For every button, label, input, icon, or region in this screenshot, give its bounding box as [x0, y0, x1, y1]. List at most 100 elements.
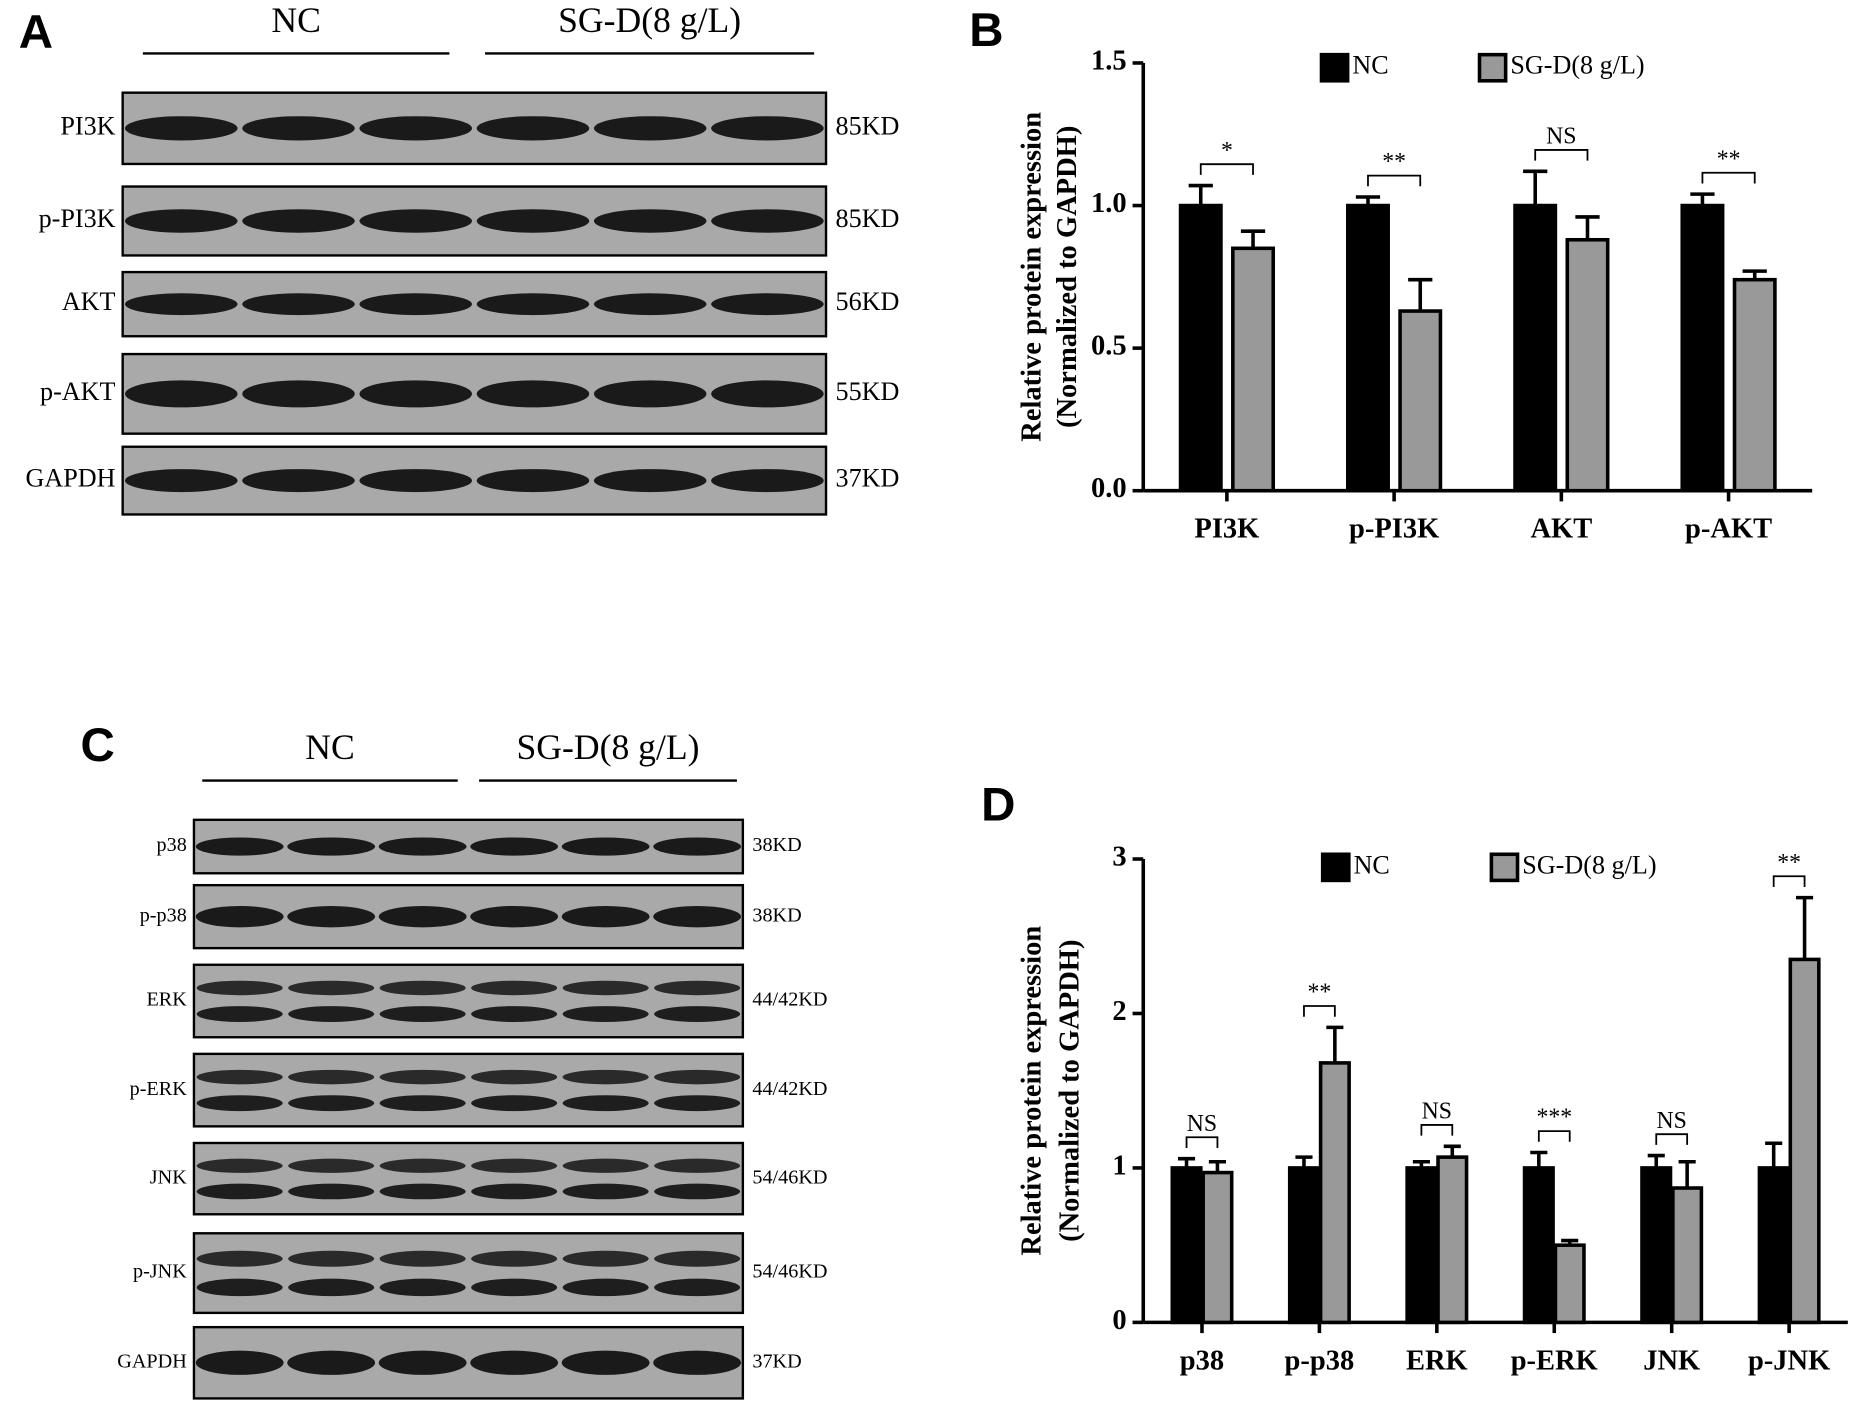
blot-band	[242, 469, 355, 493]
blot-strip	[192, 818, 745, 875]
blot-band	[654, 1095, 741, 1112]
blot-band	[471, 1006, 558, 1023]
blot-size: 37KD	[836, 464, 900, 493]
blot-band	[562, 1158, 649, 1173]
blot-label: p38	[157, 834, 187, 856]
blot-band	[359, 116, 473, 141]
legend-swatch	[1319, 52, 1350, 83]
blot-band	[125, 209, 238, 233]
blot-label: p-p38	[140, 904, 187, 926]
blot-strip	[121, 445, 828, 516]
blot-band	[711, 209, 824, 233]
blot-band	[379, 1095, 466, 1112]
blot-size: 54/46KD	[752, 1261, 827, 1283]
blot-band	[653, 1350, 742, 1375]
panel-letter: C	[81, 719, 115, 772]
blot-band	[379, 1250, 466, 1267]
blot-strip	[192, 883, 745, 950]
blot-band	[288, 1069, 375, 1085]
significance-bracket	[1534, 149, 1589, 161]
significance-label: NS	[1422, 1098, 1452, 1124]
blot-strip	[192, 1232, 745, 1315]
y-tick-label: 0	[1112, 1305, 1126, 1336]
x-tick-label: p38	[1180, 1345, 1224, 1376]
blot-band	[562, 1250, 649, 1267]
blot-band	[379, 1183, 466, 1200]
blot-band	[288, 1278, 375, 1297]
blot-band	[125, 116, 238, 141]
blot-label: AKT	[62, 287, 116, 316]
blot-band	[471, 1250, 558, 1267]
blot-band	[653, 905, 742, 928]
bar	[1671, 1186, 1704, 1325]
blot-strip	[192, 963, 745, 1039]
blot-strip	[121, 91, 828, 166]
blot-band	[125, 380, 238, 408]
blot-band	[476, 469, 590, 493]
significance-label: NS	[1657, 1108, 1687, 1134]
blot-band	[359, 209, 473, 233]
blot-band	[561, 837, 650, 856]
blot-band	[359, 380, 473, 408]
blot-band	[288, 1158, 375, 1173]
blot-strip	[192, 1141, 745, 1216]
bar	[1640, 1166, 1673, 1325]
blot-strip	[121, 270, 828, 338]
blot-size: 85KD	[836, 204, 900, 233]
blot-band	[711, 293, 824, 316]
blot-band	[476, 209, 590, 233]
blot-band	[653, 837, 742, 856]
blot-label: GAPDH	[26, 464, 116, 493]
blot-band	[125, 469, 238, 493]
blot-band	[125, 293, 238, 316]
bar	[1513, 203, 1558, 493]
blot-band	[242, 293, 355, 316]
significance-bracket	[1185, 1136, 1219, 1148]
y-axis-label: (Normalized to GAPDH)	[1055, 940, 1086, 1242]
significance-label: **	[1308, 980, 1332, 1006]
blot-band	[242, 116, 355, 141]
blot-band	[196, 1250, 283, 1267]
blot-band	[288, 1183, 375, 1200]
blot-band	[711, 380, 824, 408]
y-tick-label: 1.0	[1091, 188, 1127, 219]
panel-letter: D	[981, 778, 1015, 831]
blot-band	[562, 1278, 649, 1297]
blot-band	[562, 1006, 649, 1023]
blot-band	[654, 1006, 741, 1023]
legend-label: SG-D(8 g/L)	[1510, 51, 1644, 80]
blot-band	[195, 905, 284, 928]
blot-band	[196, 1095, 283, 1112]
panel-letter: A	[19, 6, 53, 59]
blot-band	[476, 293, 590, 316]
legend-label: SG-D(8 g/L)	[1522, 850, 1656, 879]
blot-band	[196, 980, 283, 996]
bar	[1231, 246, 1276, 493]
bar	[1522, 1166, 1555, 1325]
significance-bracket	[1420, 1124, 1454, 1136]
bar	[1178, 203, 1223, 493]
blot-band	[476, 380, 590, 408]
group-label: SG-D(8 g/L)	[516, 727, 699, 767]
x-tick-label: p-p38	[1285, 1345, 1355, 1376]
blot-size: 54/46KD	[752, 1166, 827, 1188]
legend-swatch	[1477, 52, 1508, 83]
y-axis-label: Relative protein expression	[1017, 926, 1048, 1256]
blot-label: PI3K	[60, 111, 115, 140]
blot-band	[593, 469, 707, 493]
significance-label: **	[1382, 149, 1406, 175]
bar	[1201, 1170, 1234, 1325]
blot-band	[288, 980, 375, 996]
blot-band	[593, 380, 707, 408]
bar	[1436, 1155, 1469, 1325]
significance-bracket	[1655, 1133, 1689, 1145]
bar	[1680, 203, 1725, 493]
legend-label: NC	[1354, 850, 1390, 879]
blot-strip	[121, 352, 828, 435]
y-tick-label: 1	[1112, 1150, 1126, 1181]
blot-band	[654, 1250, 741, 1267]
significance-bracket	[1772, 875, 1806, 887]
significance-bracket	[1367, 174, 1422, 187]
blot-band	[288, 1095, 375, 1112]
blot-band	[654, 1158, 741, 1173]
